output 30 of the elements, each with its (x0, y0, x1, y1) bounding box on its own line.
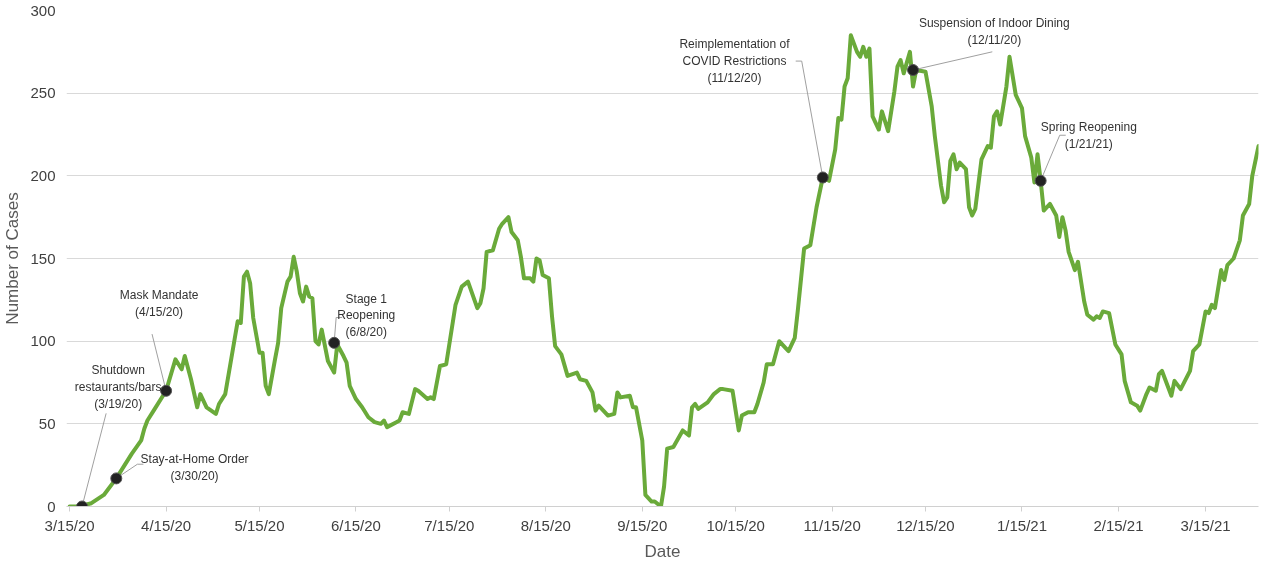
x-tick-label: 3/15/21 (1180, 516, 1231, 534)
annotation: Stage 1 Reopening (6/8/20) (337, 291, 396, 340)
annotation: Stay-at-Home Order (3/30/20) (140, 451, 249, 483)
y-tick-label: 200 (30, 166, 56, 184)
line-series (67, 33, 1259, 507)
annotation: Reimplementation of COVID Restrictions (11/12/20) (679, 37, 791, 85)
x-tick-label: 4/15/20 (141, 516, 192, 534)
x-tick-label: 9/15/20 (617, 516, 668, 534)
y-tick-label: 100 (30, 332, 56, 350)
x-tick-label: 7/15/20 (424, 516, 475, 534)
x-axis-title: Date (644, 541, 681, 561)
annotation: Spring Reopening (1/21/21) (1040, 119, 1137, 151)
x-tick-label: 12/15/20 (896, 516, 955, 534)
y-tick-label: 250 (30, 84, 56, 102)
x-tick-label: 11/15/20 (803, 516, 861, 534)
annotation: Suspension of Indoor Dining (12/11/20) (918, 16, 1070, 47)
y-tick-label: 300 (30, 1, 56, 19)
x-tick-label: 3/15/20 (44, 516, 95, 534)
x-tick-label: 5/15/20 (234, 516, 285, 534)
y-tick-label: 50 (38, 414, 56, 432)
y-axis-title: Number of Cases (3, 192, 23, 325)
y-tick-label: 0 (47, 497, 56, 515)
x-tick-label: 10/15/20 (706, 516, 765, 534)
y-tick-label: 150 (30, 249, 56, 267)
x-tick-label: 1/15/21 (996, 516, 1047, 534)
x-tick-label: 6/15/20 (330, 516, 381, 534)
x-tick-label: 2/15/21 (1093, 516, 1144, 534)
annotation: Mask Mandate (4/15/20) (119, 288, 199, 320)
annotation: Shutdown restaurants/bars (3/19/20) (74, 363, 162, 411)
x-tick-label: 8/15/20 (520, 516, 571, 534)
